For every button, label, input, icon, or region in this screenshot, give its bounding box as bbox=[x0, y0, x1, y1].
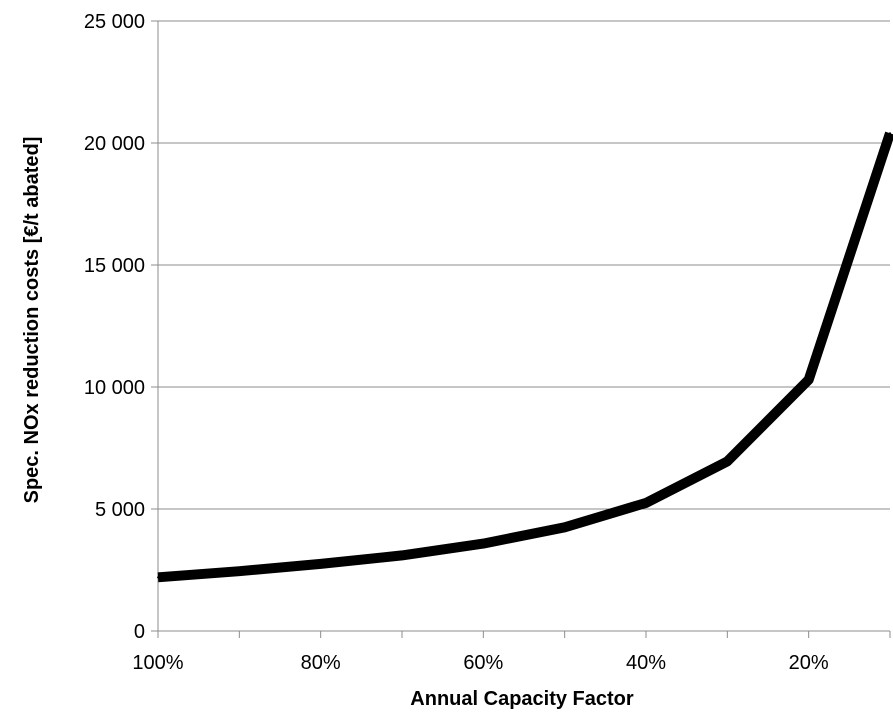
data-point bbox=[238, 570, 241, 573]
y-tick-label: 0 bbox=[134, 621, 145, 643]
y-tick-label: 25 000 bbox=[84, 11, 145, 33]
y-axis-title: Spec. NOx reduction costs [€/t abated] bbox=[21, 137, 43, 504]
x-tick-label: 80% bbox=[301, 652, 341, 674]
data-point bbox=[157, 576, 159, 579]
data-point bbox=[482, 542, 485, 545]
series-line bbox=[157, 131, 893, 583]
x-axis-title: Annual Capacity Factor bbox=[410, 688, 634, 710]
y-tick-label: 5 000 bbox=[95, 499, 145, 521]
data-point bbox=[726, 460, 729, 463]
y-tick-label: 10 000 bbox=[84, 377, 145, 399]
data-point bbox=[319, 562, 322, 565]
y-tick-labels: 0 5 000 10 000 15 000 20 000 25 000 bbox=[84, 11, 145, 643]
x-tick-label: 20% bbox=[789, 652, 829, 674]
x-tick-label: 100% bbox=[132, 652, 183, 674]
data-point bbox=[401, 554, 403, 557]
x-tick-label: 60% bbox=[463, 652, 503, 674]
data-point bbox=[563, 526, 566, 529]
data-point bbox=[889, 132, 891, 135]
data-series bbox=[157, 131, 893, 583]
axes bbox=[151, 20, 891, 638]
data-point bbox=[807, 378, 810, 381]
x-tick-label: 40% bbox=[626, 652, 666, 674]
gridlines bbox=[158, 20, 890, 510]
x-tick-labels: 100% 80% 60% 40% 20% bbox=[132, 652, 828, 674]
data-point bbox=[645, 501, 647, 504]
y-tick-label: 20 000 bbox=[84, 133, 145, 155]
y-tick-label: 15 000 bbox=[84, 255, 145, 277]
